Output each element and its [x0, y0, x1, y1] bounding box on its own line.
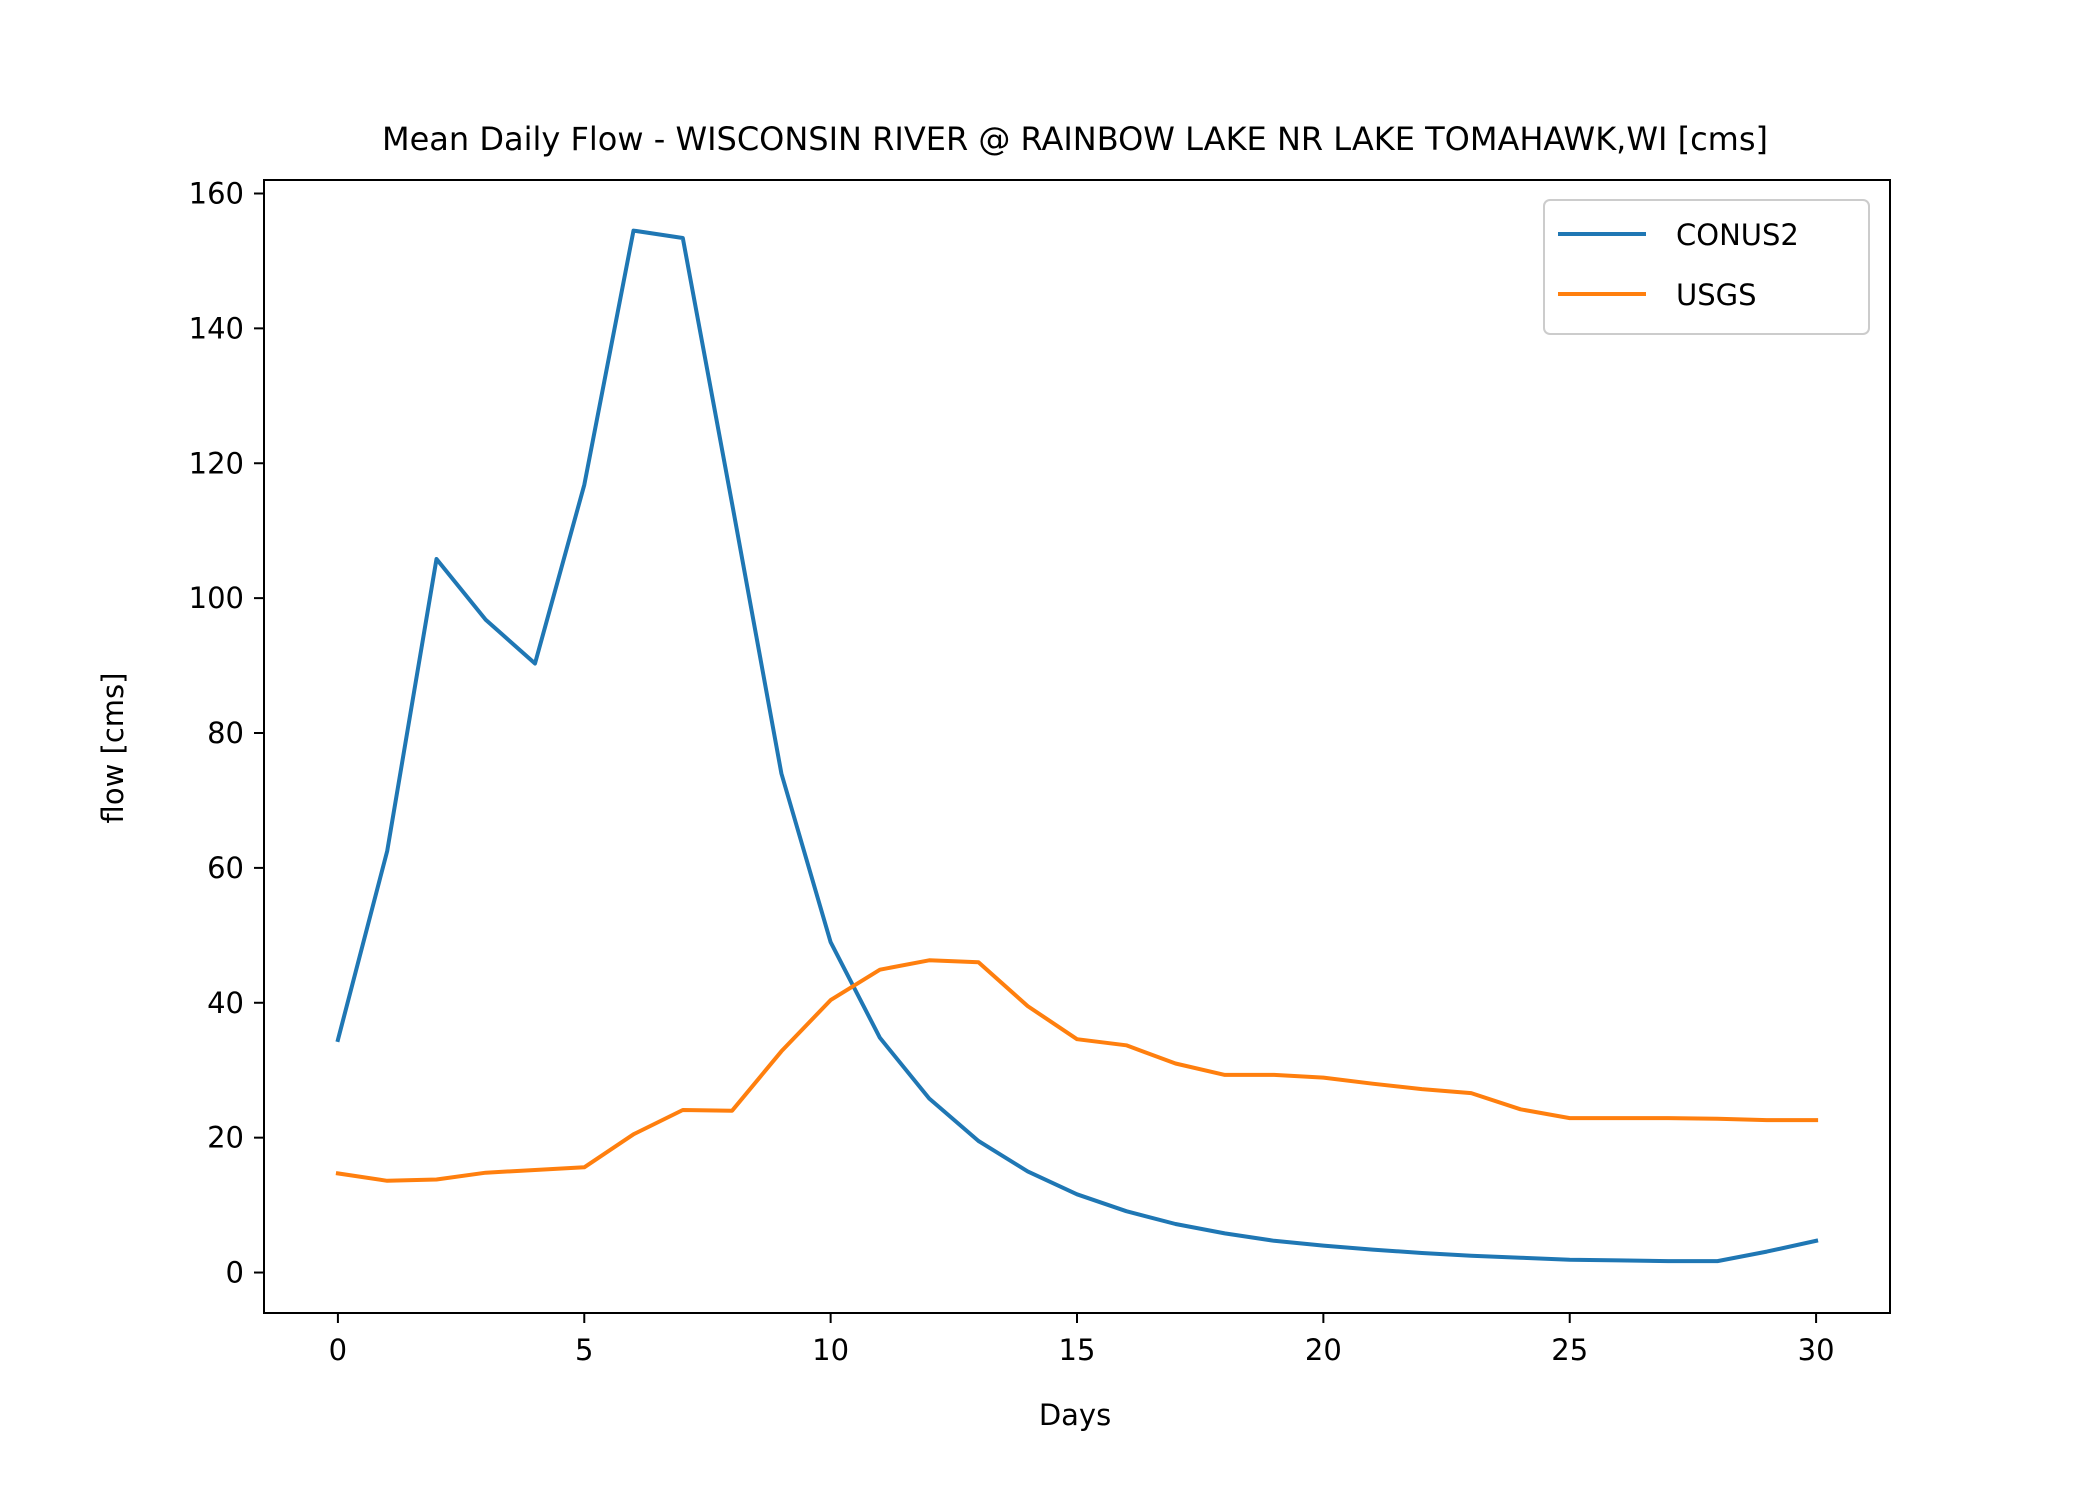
y-tick-label: 60 [207, 851, 244, 885]
y-tick-label: 100 [189, 581, 244, 615]
x-tick-label: 20 [1305, 1333, 1342, 1367]
chart-title: Mean Daily Flow - WISCONSIN RIVER @ RAIN… [382, 120, 1768, 158]
y-tick-label: 0 [226, 1256, 244, 1290]
y-axis-ticks: 0 20 40 60 80 100 120 140 160 [189, 176, 264, 1290]
y-tick-label: 140 [189, 311, 244, 345]
x-axis-ticks: 0 5 10 15 20 25 30 [329, 1313, 1835, 1367]
y-tick-label: 120 [189, 446, 244, 480]
legend-label-usgs: USGS [1676, 278, 1757, 312]
plot-area [263, 179, 1891, 1314]
x-tick-label: 25 [1551, 1333, 1588, 1367]
series-line-usgs [335, 958, 1819, 1183]
x-tick-label: 10 [812, 1333, 849, 1367]
series-line-conus2 [335, 228, 1819, 1264]
x-axis-label: Days [1039, 1398, 1111, 1432]
x-tick-label: 0 [329, 1333, 347, 1367]
x-tick-label: 5 [575, 1333, 593, 1367]
y-tick-label: 160 [189, 176, 244, 210]
x-tick-label: 30 [1798, 1333, 1835, 1367]
legend-label-conus2: CONUS2 [1676, 218, 1799, 252]
plot-frame [263, 179, 1891, 1314]
y-tick-label: 20 [207, 1121, 244, 1155]
legend: CONUS2 USGS [1543, 199, 1870, 335]
y-axis-label: flow [cms] [96, 673, 130, 824]
x-tick-label: 15 [1059, 1333, 1096, 1367]
y-tick-label: 80 [207, 716, 244, 750]
y-tick-label: 40 [207, 986, 244, 1020]
